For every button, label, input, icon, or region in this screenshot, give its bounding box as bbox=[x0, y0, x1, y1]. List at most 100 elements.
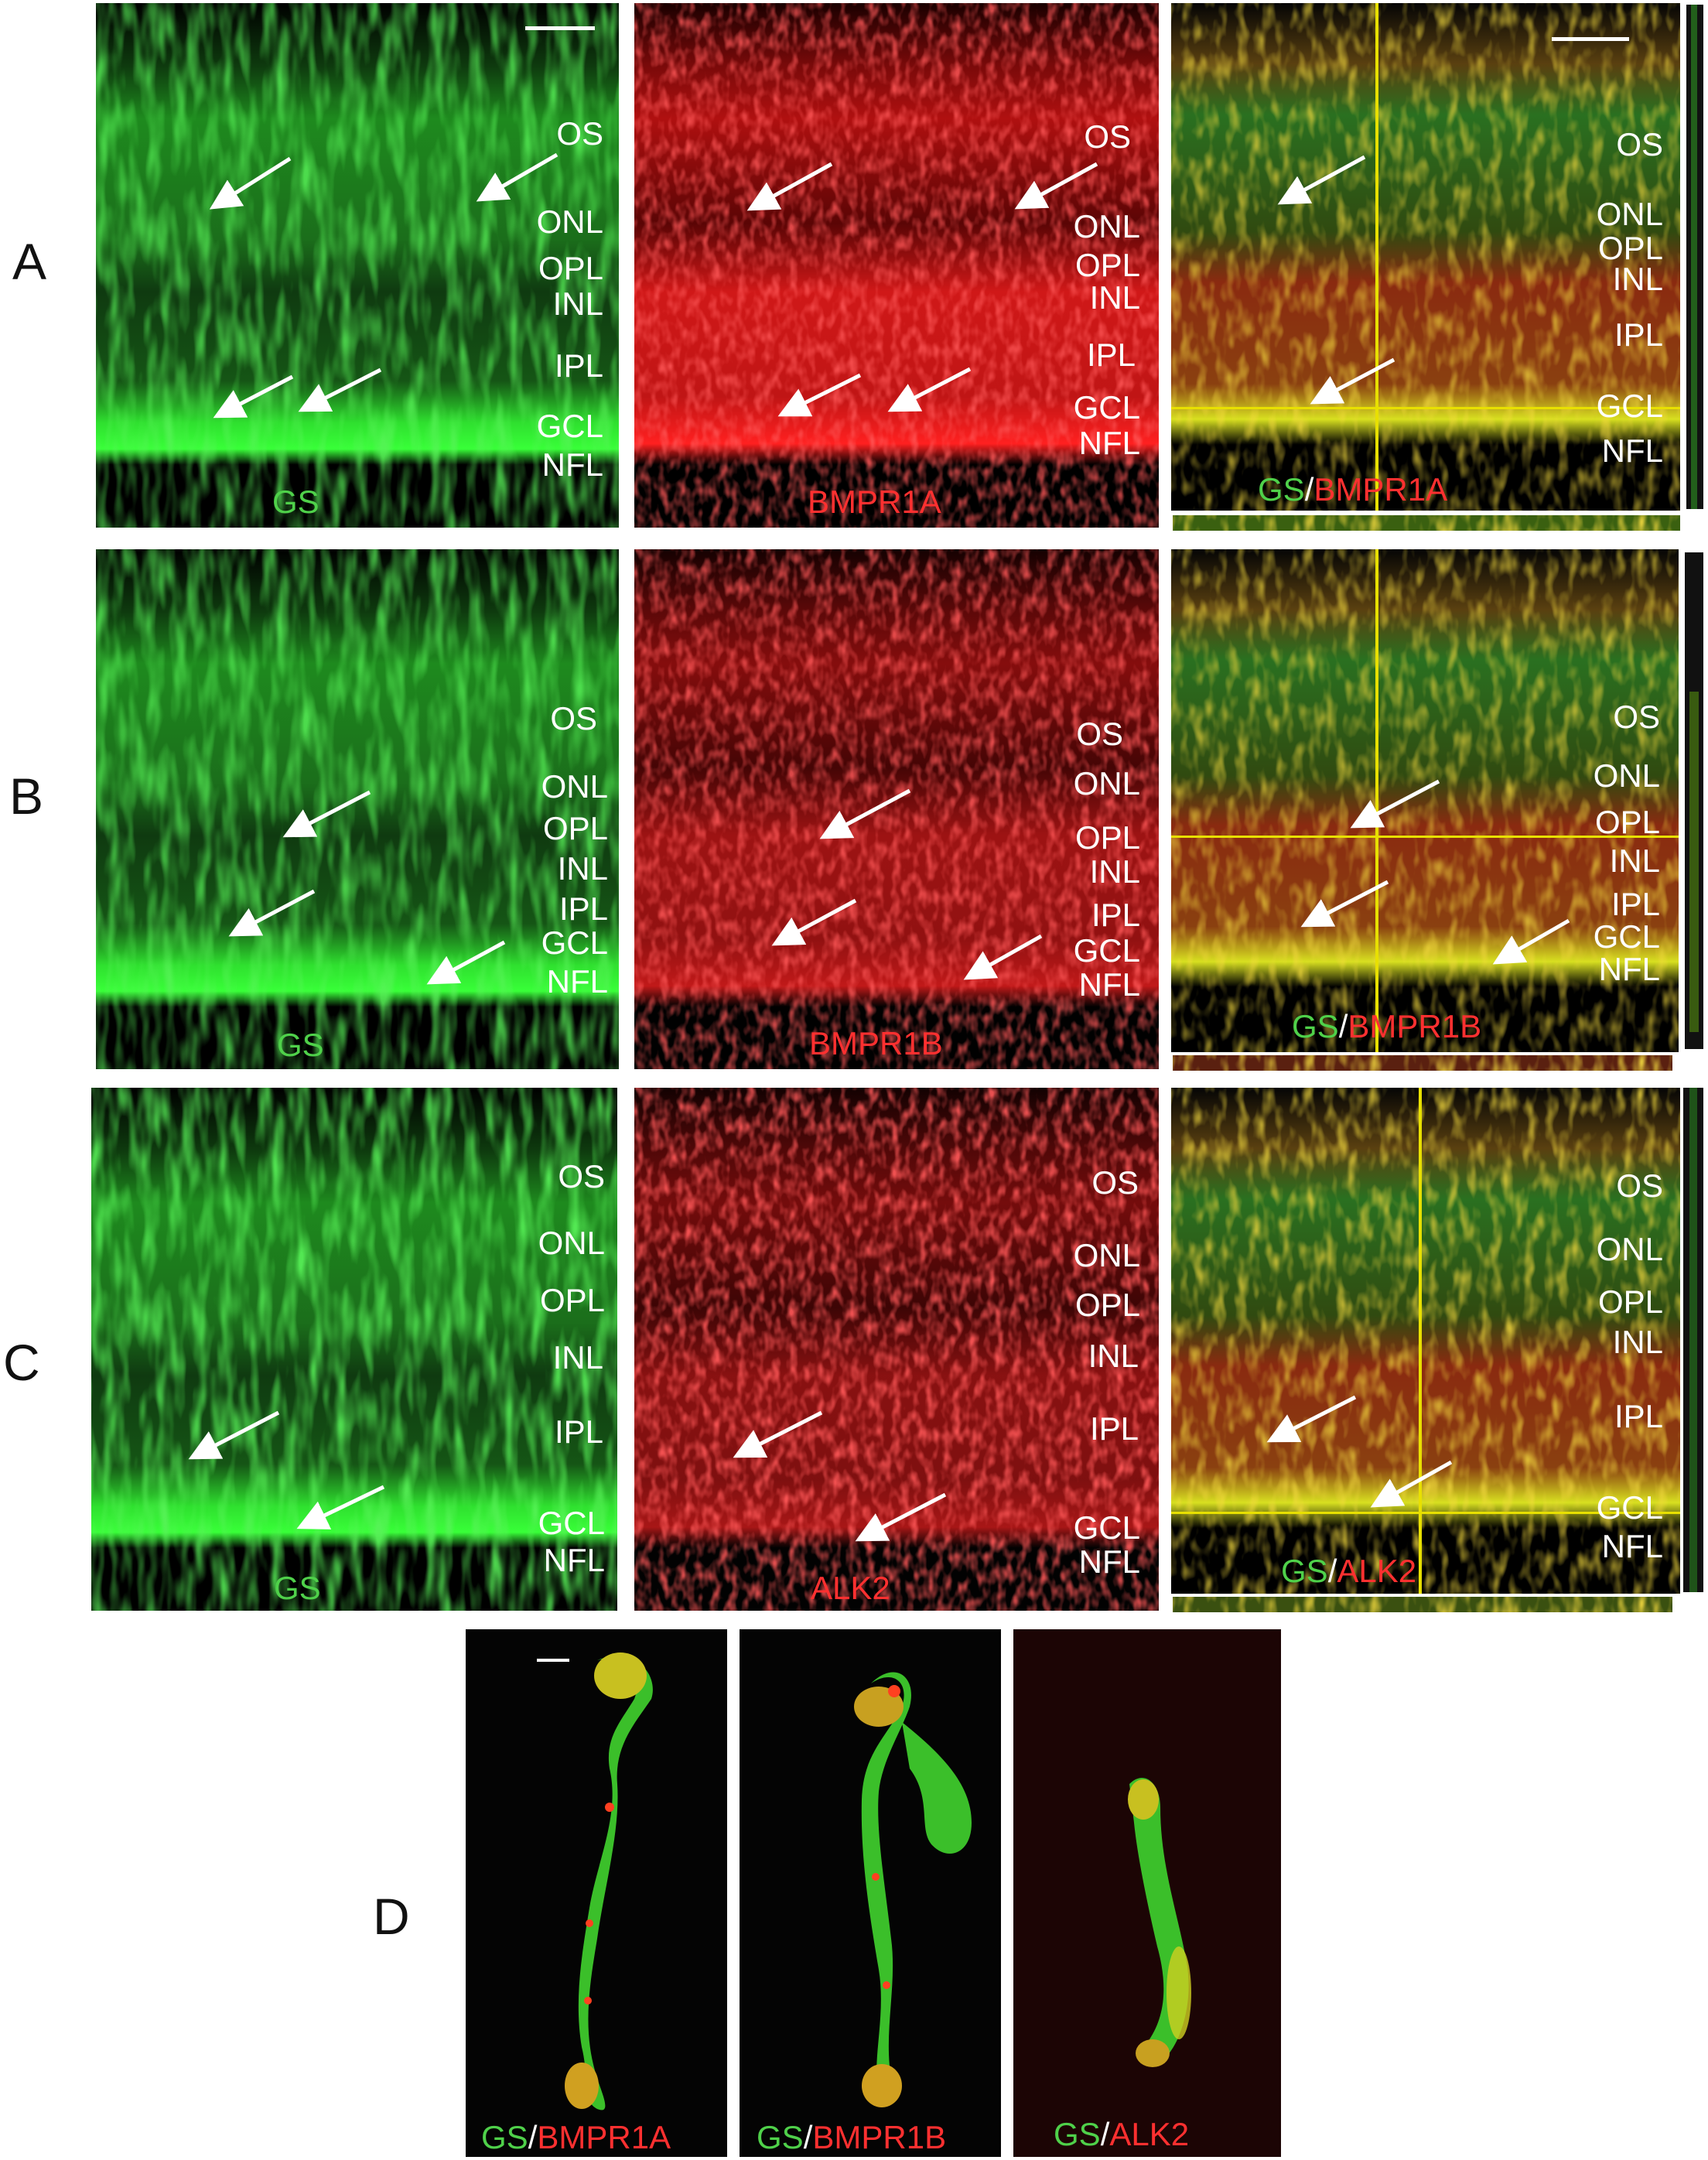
stain-bmpr1a: BMPR1A bbox=[537, 2119, 671, 2155]
micrograph-merge-image bbox=[1171, 3, 1680, 511]
row-label-a: A bbox=[12, 233, 47, 290]
stain-gs: GS bbox=[1292, 1008, 1339, 1044]
layer-label-os: OS bbox=[550, 700, 597, 737]
layer-label-gcl: GCL bbox=[1073, 1509, 1140, 1546]
scale-bar bbox=[1552, 37, 1629, 41]
row-label-b: B bbox=[9, 767, 44, 825]
layer-label-ipl: IPL bbox=[1611, 886, 1660, 922]
layer-label-nfl: NFL bbox=[543, 1542, 605, 1578]
stain-gs: GS bbox=[1258, 471, 1305, 508]
layer-label-os: OS bbox=[1613, 699, 1660, 735]
panel-c-red-alk2: OS ONL OPL INL IPL GCL NFL ALK2 bbox=[634, 1088, 1159, 1611]
layer-label-ipl: IPL bbox=[1086, 337, 1136, 373]
layer-label-onl: ONL bbox=[1073, 1237, 1140, 1273]
layer-label-os: OS bbox=[1616, 1167, 1663, 1204]
layer-label-onl: ONL bbox=[536, 203, 603, 240]
stain-separator: / bbox=[803, 2119, 813, 2155]
panel-d-cell-bmpr1a: GS/BMPR1A bbox=[466, 1629, 727, 2157]
layer-label-ipl: IPL bbox=[1091, 897, 1140, 933]
layer-label-nfl: NFL bbox=[1078, 1543, 1140, 1580]
orthogonal-view-yz bbox=[1683, 551, 1705, 1051]
orthogonal-view-xz bbox=[1171, 1054, 1674, 1072]
panel-a-green-gs: OS ONL OPL INL IPL GCL NFL GS bbox=[96, 3, 619, 528]
micrograph-gs-image bbox=[96, 549, 619, 1069]
panel-b-merge: OS ONL OPL INL IPL GCL NFL GS/BMPR1B bbox=[1171, 549, 1679, 1052]
row-label-c: C bbox=[3, 1334, 40, 1391]
micrograph-bmpr1a-image bbox=[634, 3, 1159, 528]
layer-label-opl: OPL bbox=[1074, 819, 1140, 856]
layer-label-nfl: NFL bbox=[1601, 1528, 1663, 1564]
layer-label-os: OS bbox=[1616, 126, 1663, 162]
crosshair-vertical bbox=[1419, 1088, 1422, 1594]
panel-a-red-bmpr1a: OS ONL OPL INL IPL GCL NFL BMPR1A bbox=[634, 3, 1159, 528]
layer-label-gcl: GCL bbox=[1596, 1489, 1663, 1526]
layer-label-nfl: NFL bbox=[1601, 432, 1663, 469]
stain-label-merge: GS/BMPR1A bbox=[1258, 473, 1447, 506]
layer-label-opl: OPL bbox=[538, 250, 603, 286]
stain-gs: GS bbox=[757, 2119, 804, 2155]
stain-separator: / bbox=[1338, 1008, 1348, 1044]
layer-label-onl: ONL bbox=[1073, 208, 1140, 244]
stain-label-alk2: ALK2 bbox=[811, 1570, 890, 1606]
layer-label-opl: OPL bbox=[1597, 230, 1663, 266]
layer-label-nfl: NFL bbox=[1078, 966, 1140, 1003]
stain-alk2: ALK2 bbox=[1109, 2116, 1190, 2152]
layer-label-onl: ONL bbox=[538, 1225, 605, 1261]
layer-label-nfl: NFL bbox=[541, 446, 603, 483]
panel-c-green-gs: OS ONL OPL INL IPL GCL NFL GS bbox=[91, 1088, 617, 1611]
layer-label-gcl: GCL bbox=[538, 1505, 605, 1541]
layer-label-onl: ONL bbox=[1593, 757, 1660, 794]
stain-gs: GS bbox=[481, 2119, 528, 2155]
layer-label-gcl: GCL bbox=[541, 924, 608, 961]
stain-bmpr1a: BMPR1A bbox=[1313, 471, 1448, 508]
stain-separator: / bbox=[1100, 2116, 1110, 2152]
layer-label-ipl: IPL bbox=[554, 347, 603, 384]
orthogonal-view-yz bbox=[1685, 3, 1705, 511]
panel-c-merge: OS ONL OPL INL IPL GCL NFL GS/ALK2 bbox=[1171, 1088, 1680, 1594]
layer-label-nfl: NFL bbox=[1598, 951, 1660, 987]
panel-d-cell-alk2: GS/ALK2 bbox=[1013, 1629, 1281, 2157]
orthogonal-view-xz bbox=[1171, 1595, 1674, 1614]
stain-bmpr1b: BMPR1B bbox=[1348, 1008, 1482, 1044]
panel-b-red-bmpr1b: OS ONL OPL INL IPL GCL NFL BMPR1B bbox=[634, 549, 1159, 1069]
layer-label-ipl: IPL bbox=[1089, 1410, 1139, 1447]
panel-a-merge: OS ONL OPL INL IPL GCL NFL GS/BMPR1A bbox=[1171, 3, 1680, 511]
panel-d-cell-bmpr1b: GS/BMPR1B bbox=[740, 1629, 1001, 2157]
crosshair-vertical bbox=[1375, 549, 1378, 1052]
layer-label-inl: INL bbox=[1088, 1338, 1139, 1374]
crosshair-horizontal bbox=[1171, 407, 1680, 409]
layer-label-opl: OPL bbox=[1074, 1287, 1140, 1323]
stain-label-merge: GS/ALK2 bbox=[1054, 2118, 1189, 2151]
crosshair-horizontal bbox=[1171, 836, 1679, 838]
stain-label-merge: GS/BMPR1B bbox=[1292, 1010, 1481, 1043]
stain-label-merge: GS/ALK2 bbox=[1281, 1555, 1416, 1588]
layer-label-ipl: IPL bbox=[559, 890, 608, 927]
isolated-muller-cell-image bbox=[740, 1629, 1001, 2157]
layer-label-os: OS bbox=[1091, 1164, 1139, 1201]
scale-bar bbox=[525, 26, 595, 30]
stain-label-bmpr1b: BMPR1B bbox=[809, 1025, 943, 1061]
stain-separator: / bbox=[528, 2119, 538, 2155]
layer-label-opl: OPL bbox=[542, 810, 608, 846]
layer-label-opl: OPL bbox=[1597, 1283, 1663, 1320]
layer-label-inl: INL bbox=[1089, 853, 1140, 890]
layer-label-onl: ONL bbox=[1073, 765, 1140, 801]
layer-label-inl: INL bbox=[1609, 842, 1660, 879]
stain-label-gs: GS bbox=[272, 484, 319, 520]
stain-label-merge: GS/BMPR1B bbox=[757, 2121, 946, 2154]
stain-bmpr1b: BMPR1B bbox=[812, 2119, 947, 2155]
stain-gs: GS bbox=[1281, 1553, 1328, 1589]
layer-label-gcl: GCL bbox=[1073, 389, 1140, 426]
stain-label-bmpr1a: BMPR1A bbox=[808, 484, 941, 520]
layer-label-inl: INL bbox=[557, 850, 608, 887]
layer-label-os: OS bbox=[1084, 118, 1131, 155]
isolated-muller-cell-image bbox=[466, 1629, 727, 2157]
orthogonal-view-xz bbox=[1171, 514, 1682, 532]
layer-label-inl: INL bbox=[1612, 261, 1663, 297]
layer-label-os: OS bbox=[1076, 716, 1123, 752]
layer-label-inl: INL bbox=[552, 285, 603, 322]
layer-label-onl: ONL bbox=[1596, 1231, 1663, 1267]
crosshair-vertical bbox=[1375, 3, 1378, 511]
layer-label-inl: INL bbox=[552, 1339, 603, 1376]
layer-label-nfl: NFL bbox=[546, 963, 608, 1000]
